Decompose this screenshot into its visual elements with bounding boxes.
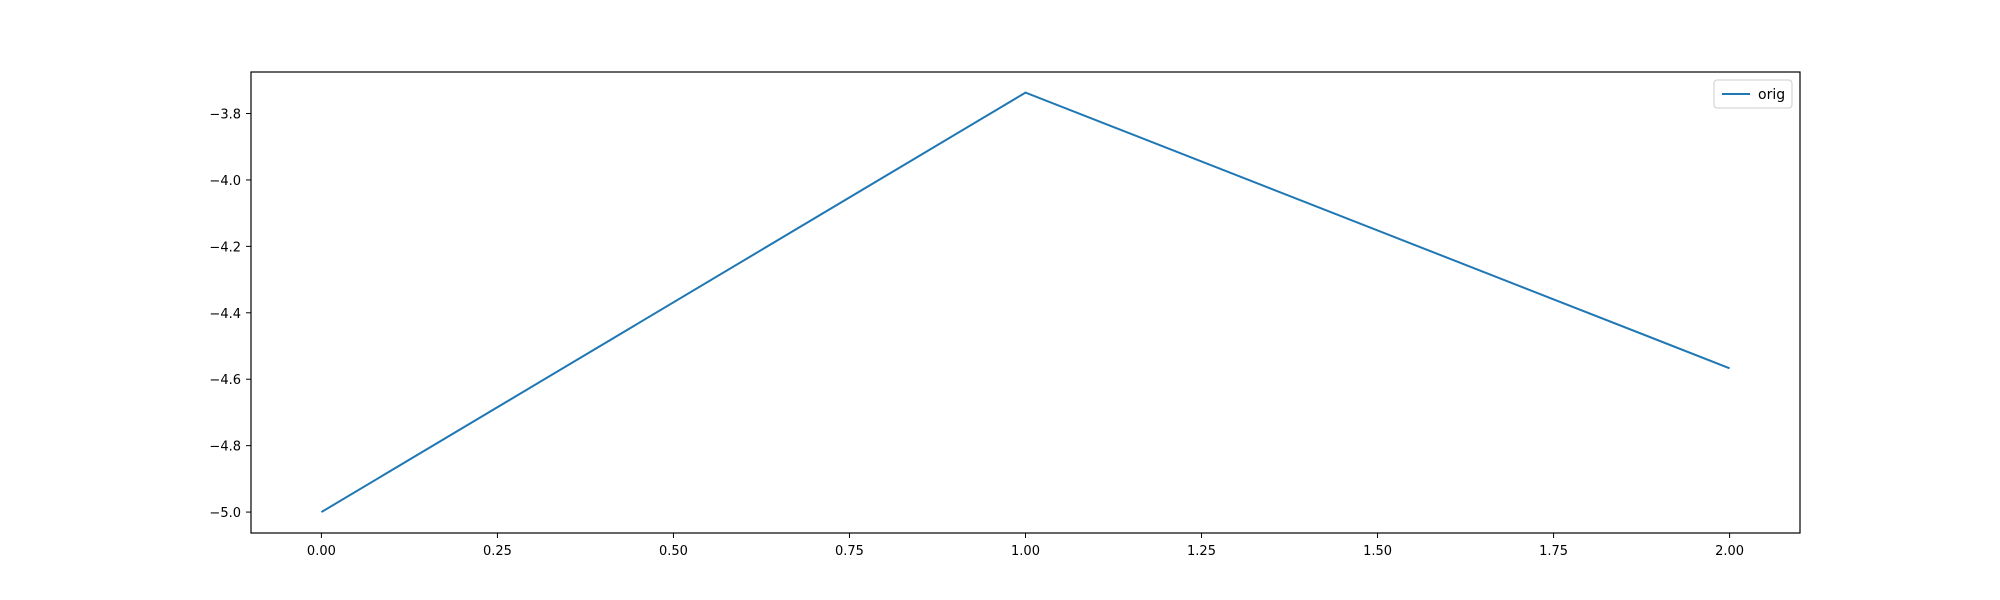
series-layer bbox=[320, 91, 1730, 513]
x-tick-label: 0.75 bbox=[835, 544, 864, 559]
y-tick-label: −5.0 bbox=[209, 506, 241, 521]
y-tick-label: −4.2 bbox=[209, 240, 241, 255]
x-axis: 0.00 0.25 0.50 0.75 1.00 1.25 1.50 1.75 2.00 bbox=[307, 533, 1744, 559]
x-tick-label: 0.50 bbox=[659, 544, 688, 559]
legend: orig bbox=[1713, 79, 1793, 109]
x-tick-label: 0.25 bbox=[483, 544, 512, 559]
x-tick-label: 1.75 bbox=[1539, 544, 1568, 559]
plot-area bbox=[250, 71, 1801, 534]
plot-frame bbox=[250, 71, 1801, 534]
y-axis: −5.0 −4.8 −4.6 −4.4 −4.2 −4.0 −3.8 bbox=[209, 108, 251, 521]
y-tick-label: −4.0 bbox=[209, 174, 241, 189]
x-tick-label: 0.00 bbox=[307, 544, 336, 559]
series-line-orig bbox=[320, 91, 1730, 513]
y-tick-label: −3.8 bbox=[209, 108, 241, 123]
x-tick-label: 1.00 bbox=[1011, 544, 1040, 559]
y-tick-label: −4.4 bbox=[209, 307, 241, 322]
x-tick-label: 1.25 bbox=[1187, 544, 1216, 559]
x-tick-label: 1.50 bbox=[1363, 544, 1392, 559]
x-tick-label: 2.00 bbox=[1715, 544, 1744, 559]
legend-label: orig bbox=[1758, 87, 1785, 103]
y-tick-label: −4.8 bbox=[209, 440, 241, 455]
legend-box bbox=[1713, 79, 1793, 109]
y-tick-label: −4.6 bbox=[209, 373, 241, 388]
